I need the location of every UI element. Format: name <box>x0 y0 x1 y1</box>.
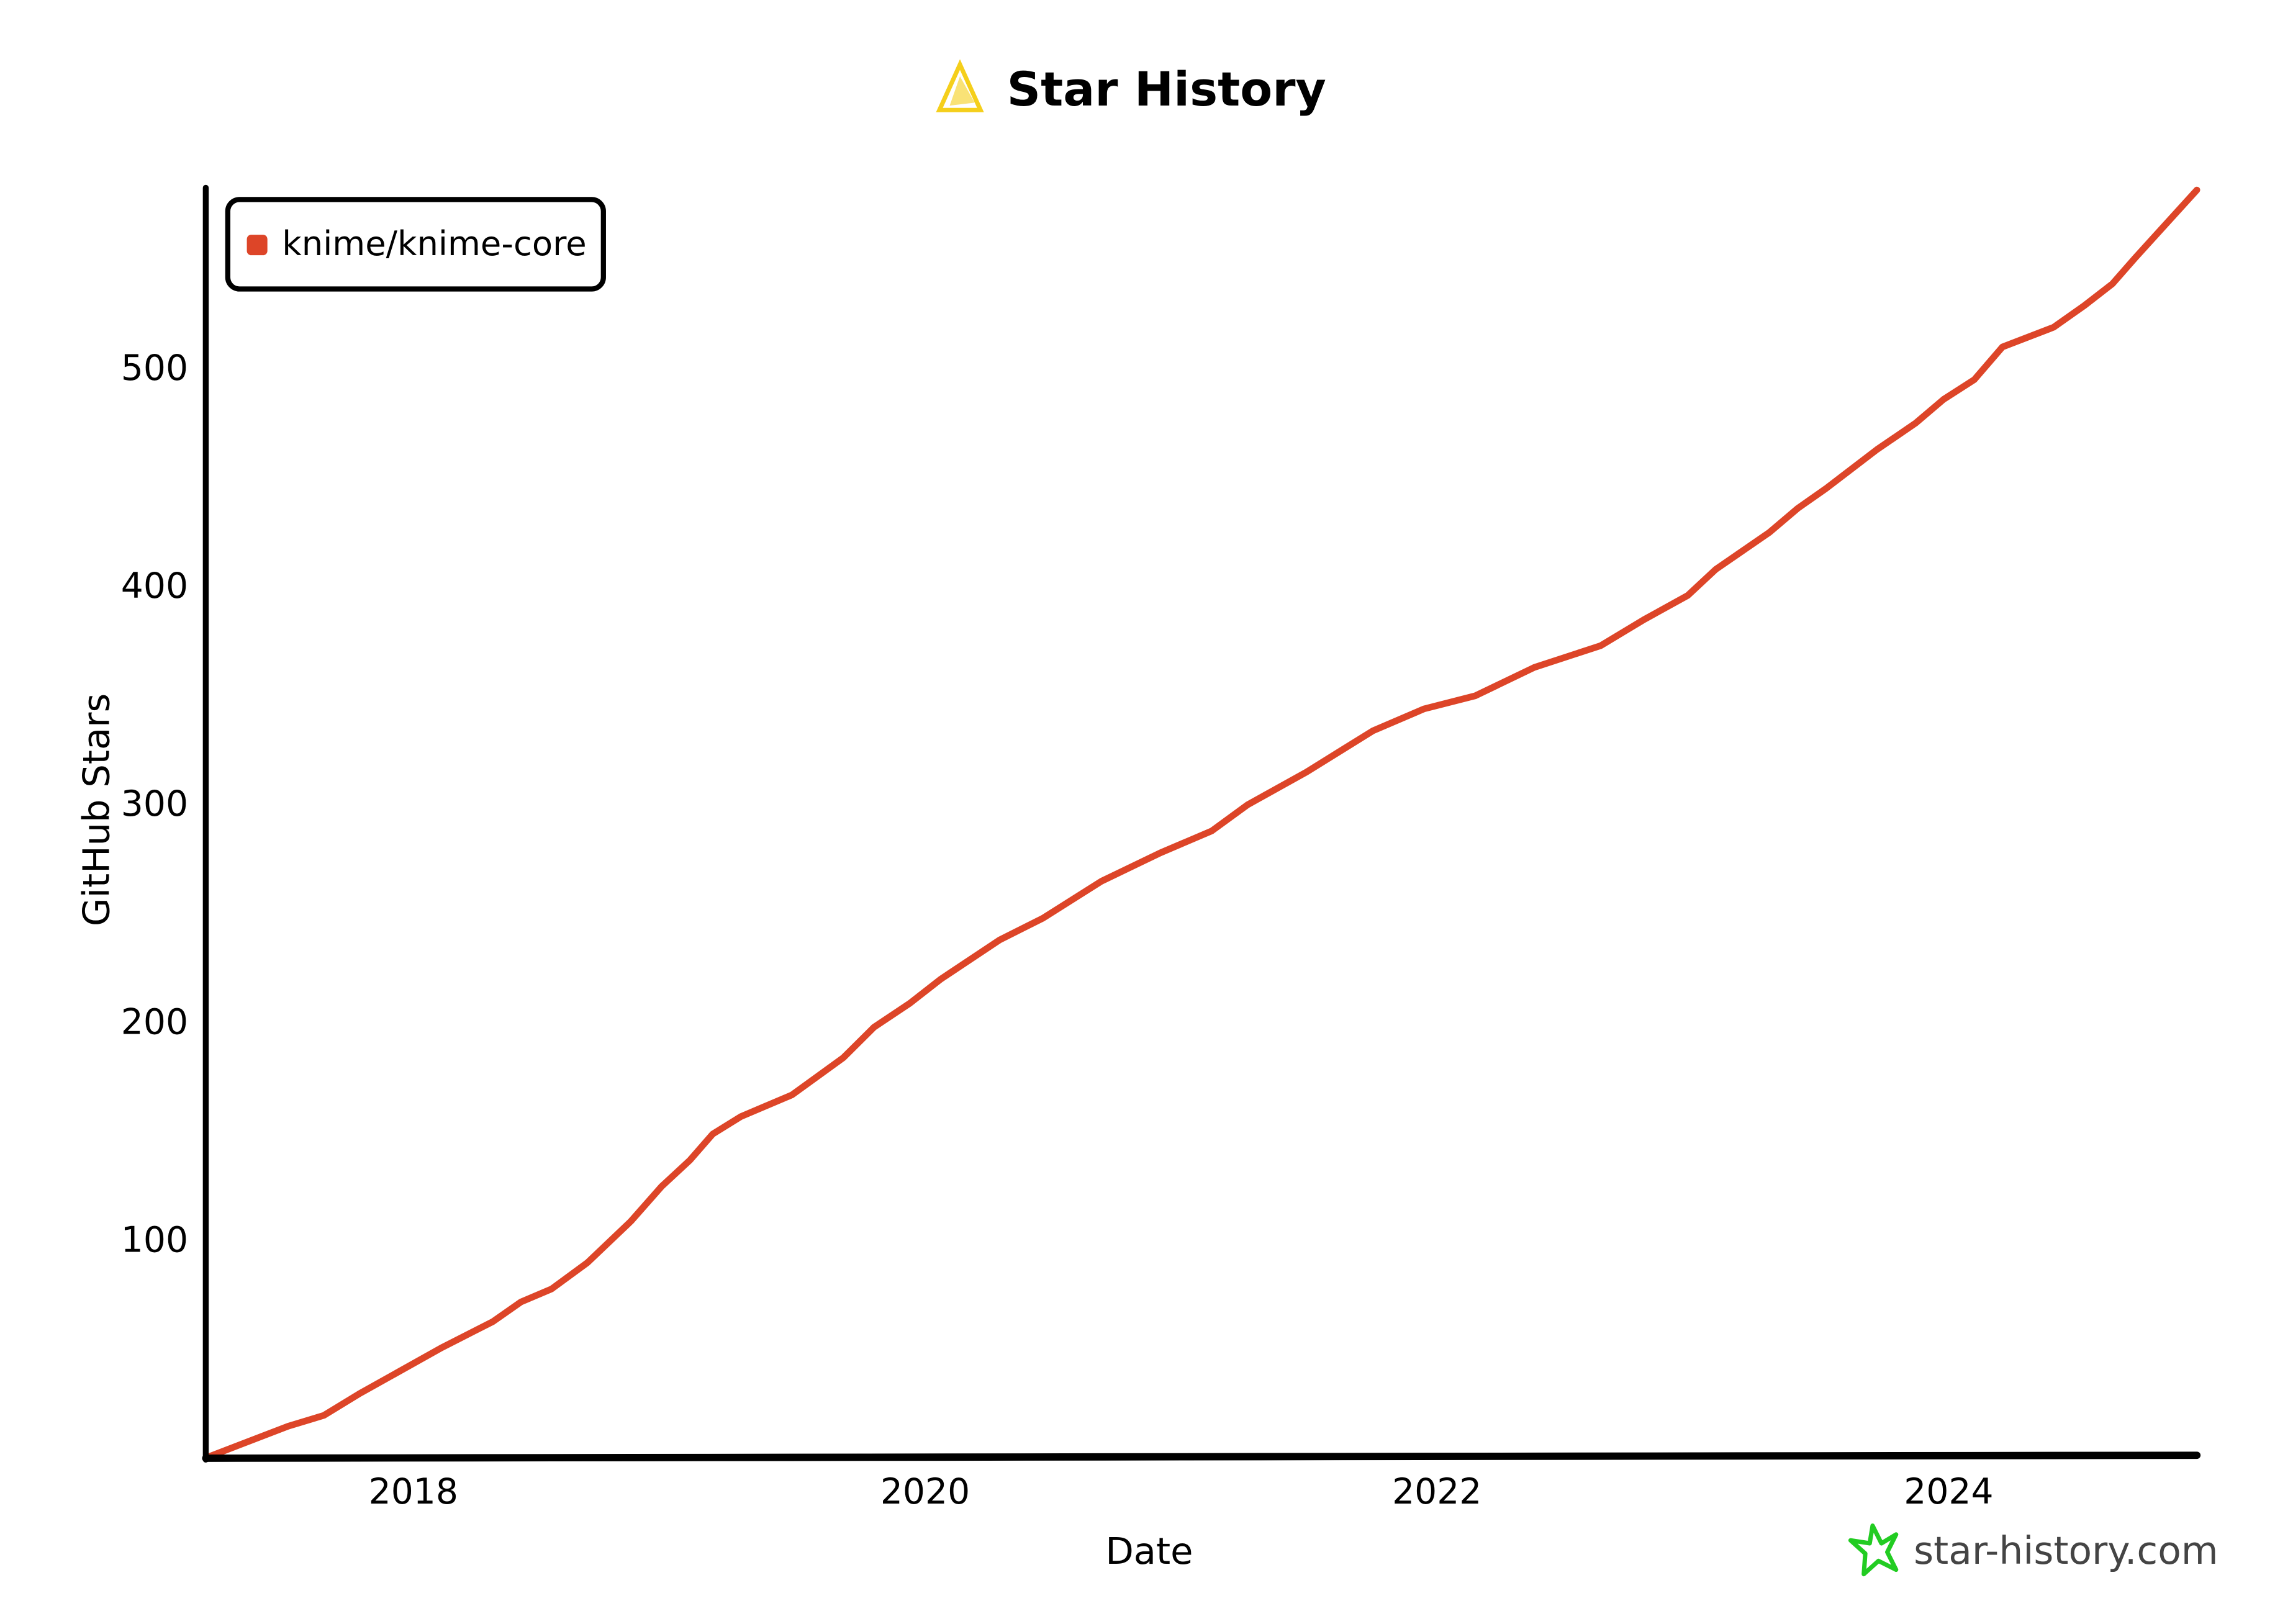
star-icon <box>1848 1523 1899 1577</box>
plot-area <box>205 186 2200 1460</box>
y-tick-label: 500 <box>121 348 188 389</box>
y-tick-label: 200 <box>121 1001 188 1042</box>
star-history-logo-icon <box>936 59 984 112</box>
x-tick-label: 2024 <box>1904 1471 1993 1512</box>
legend-label: knime/knime-core <box>282 224 586 263</box>
y-axis-label: GitHub Stars <box>75 693 117 926</box>
x-axis-label: Date <box>1105 1530 1193 1572</box>
x-tick-label: 2018 <box>369 1471 458 1512</box>
x-ticks: 2018 2020 2022 2024 <box>369 1471 1994 1512</box>
y-ticks: 100 200 300 400 500 <box>121 348 188 1261</box>
x-tick-label: 2022 <box>1392 1471 1481 1512</box>
chart-title: Star History <box>1007 62 1326 117</box>
legend-box <box>225 197 606 292</box>
watermark-text: star-history.com <box>1914 1529 2218 1573</box>
x-axis-line <box>202 1451 2201 1462</box>
y-tick-label: 100 <box>121 1220 188 1261</box>
legend-swatch <box>246 235 268 256</box>
y-tick-label: 300 <box>121 783 188 824</box>
watermark: star-history.com <box>1848 1523 2218 1577</box>
title-group: Star History <box>936 59 1326 117</box>
legend: knime/knime-core <box>225 197 606 292</box>
series-line <box>205 186 2200 1460</box>
x-tick-label: 2020 <box>880 1471 970 1512</box>
y-tick-label: 400 <box>121 566 188 607</box>
